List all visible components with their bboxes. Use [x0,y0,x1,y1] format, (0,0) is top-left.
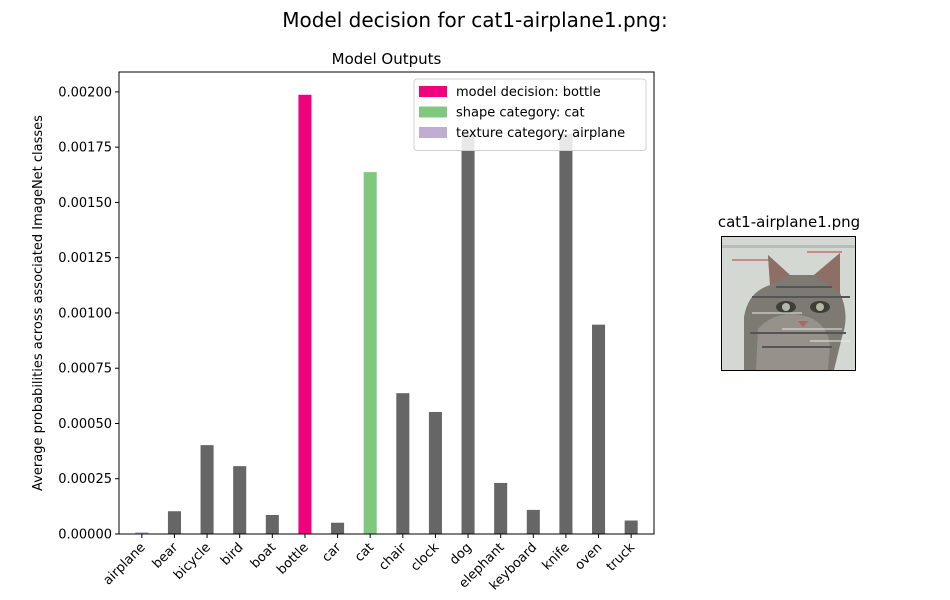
legend-label: texture category: airplane [456,126,625,141]
y-tick-label: 0.00125 [58,251,112,266]
x-tick-label-clock: clock [408,540,443,575]
legend-swatch [419,86,447,97]
legend: model decision: bottle shape category: ca… [413,78,647,151]
bar-keyboard [526,509,540,534]
cat-airplane-thumbnail [721,236,856,371]
y-tick-label: 0.00050 [58,417,112,432]
bar-car [331,522,345,534]
x-tick-label-bicycle: bicycle [171,540,214,583]
y-tick-label: 0.00200 [58,85,112,100]
figure-title: Model decision for cat1-airplane1.png: [282,8,668,32]
bar-chair [396,393,410,534]
legend-label: model decision: bottle [456,85,601,100]
x-tick-label-bottle: bottle [274,540,311,577]
y-tick-label: 0.00150 [58,196,112,211]
legend-label: shape category: cat [456,106,585,121]
legend-swatch [419,106,447,118]
y-axis-label: Average probabilities across associated … [31,115,46,491]
bar-airplane [135,532,149,534]
x-tick-label-car: car [319,540,345,566]
bar-boat [265,514,279,534]
y-tick-label: 0.00000 [58,528,112,543]
bar-bicycle [200,445,214,534]
bar-elephant [494,482,508,534]
x-tick-label-chair: chair [376,540,410,574]
bar-cat [363,172,377,534]
bar-knife [559,133,573,535]
cat-icon [722,237,855,370]
bar-oven [592,324,606,534]
bar-clock [428,411,442,534]
y-tick-label: 0.00025 [58,472,112,487]
legend-swatch [419,127,447,138]
x-tick-label-dog: dog [447,540,475,568]
x-tick-label-airplane: airplane [101,540,149,588]
thumbnail-title: cat1-airplane1.png [717,213,861,231]
y-tick-label: 0.00100 [58,306,112,321]
x-tick-label-truck: truck [604,540,639,575]
x-tick-label-cat: cat [352,540,377,565]
chart-title: Model Outputs [332,50,442,68]
y-tick-label: 0.00075 [58,362,112,377]
x-tick-label-knife: knife [540,540,573,573]
y-tick-label: 0.00175 [58,141,112,156]
x-tick-label-oven: oven [572,540,605,573]
bar-dog [461,133,475,535]
bar-bird [233,466,247,534]
bar-bear [167,511,181,534]
legend-box [413,78,647,151]
bar-truck [624,520,638,534]
plot-frame [118,71,655,535]
bar-bottle [298,94,312,534]
x-tick-label-bird: bird [218,540,246,568]
